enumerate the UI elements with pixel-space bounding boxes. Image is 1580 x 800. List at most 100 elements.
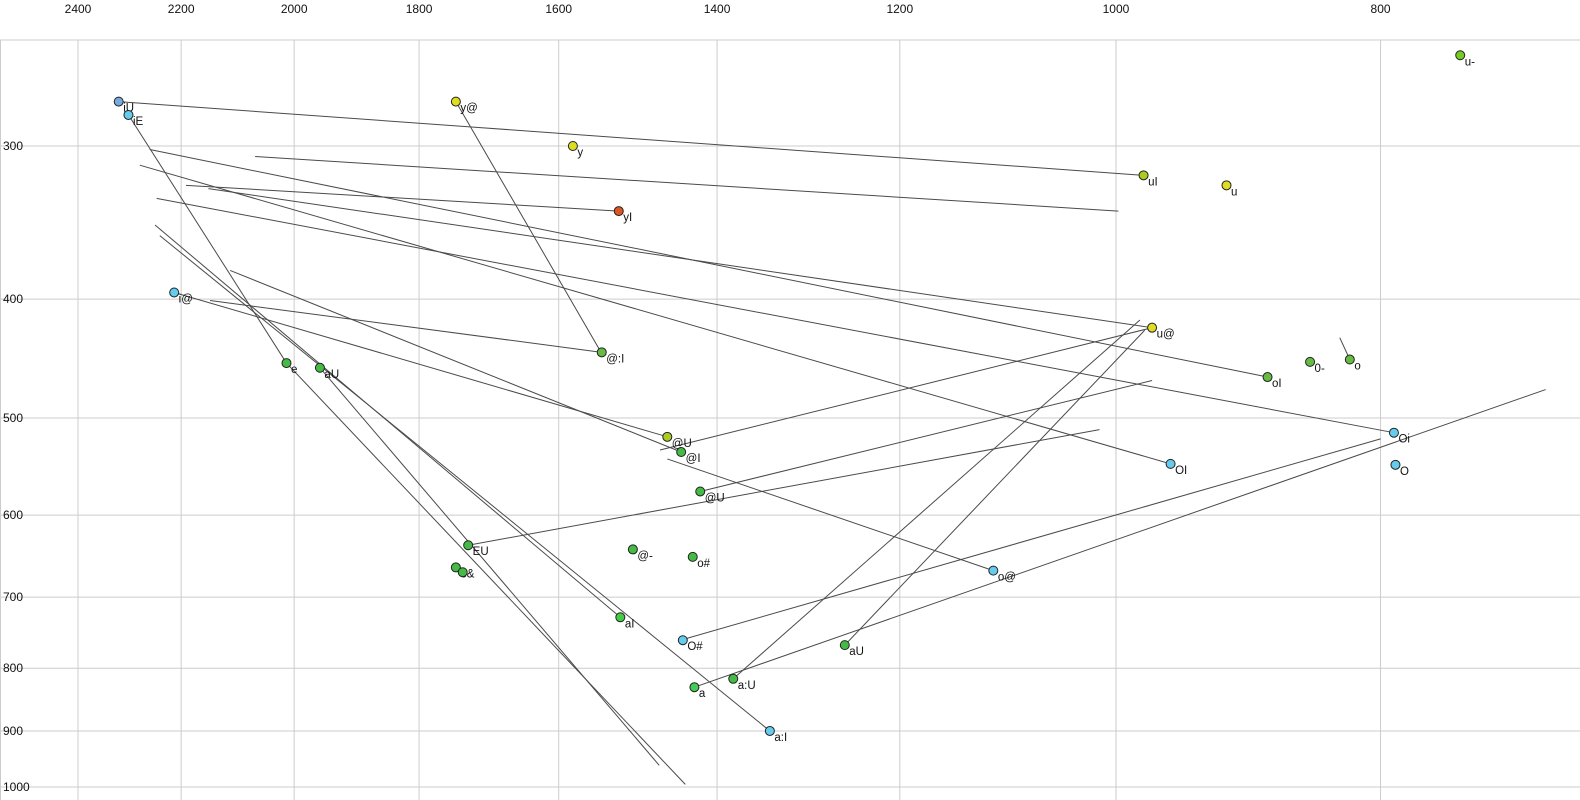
vowel-point-label: aU <box>324 369 339 381</box>
vowel-point-label: a:I <box>774 732 787 744</box>
vowel-point-label: oI <box>1272 378 1282 390</box>
trajectory-line <box>286 362 686 785</box>
x-tick-label: 1800 <box>406 2 433 16</box>
y-tick-label: 1000 <box>3 780 30 794</box>
trajectory-line <box>667 458 994 572</box>
trajectory-line <box>844 329 1146 646</box>
vowel-point-label: aU <box>849 646 864 658</box>
vowel-point-label: y <box>577 147 583 159</box>
trajectory-line <box>208 188 1153 329</box>
vowel-point-label: Oi <box>1398 434 1410 446</box>
vowel-point-label: @:I <box>606 353 624 365</box>
vowel-point[interactable] <box>1138 170 1149 181</box>
trajectory-line <box>159 235 771 732</box>
vowel-point[interactable] <box>457 567 468 578</box>
trajectory-line <box>455 101 603 354</box>
trajectory-line <box>255 156 1119 212</box>
vowel-point-label: iE <box>133 116 144 128</box>
trajectory-line <box>229 269 682 453</box>
vowel-point-label: O# <box>687 641 703 653</box>
vowel-point-label: a <box>699 688 706 700</box>
vowel-point-label: yI <box>623 212 632 224</box>
vowel-point[interactable] <box>1262 372 1273 383</box>
vowel-point-label: e <box>291 364 297 376</box>
vowel-point[interactable] <box>1165 458 1176 469</box>
vowel-point-label: u <box>1231 186 1237 198</box>
trajectory-line <box>185 184 619 212</box>
vowel-point[interactable] <box>1388 427 1399 438</box>
x-tick-label: 1600 <box>545 2 572 16</box>
vowel-point[interactable] <box>450 562 461 573</box>
y-tick-label: 700 <box>3 590 23 604</box>
y-tick-label: 600 <box>3 508 23 522</box>
trajectory-line <box>732 319 1141 680</box>
vowel-point-label: O <box>1400 466 1409 478</box>
vowel-point[interactable] <box>695 486 706 497</box>
vowel-point[interactable] <box>1390 459 1401 470</box>
vowel-point[interactable] <box>676 447 687 458</box>
vowel-point[interactable] <box>281 358 292 369</box>
trajectory-line <box>128 114 287 364</box>
vowel-point-label: o# <box>697 558 710 570</box>
trajectory-line <box>659 327 1153 451</box>
vowel-point-label: a:U <box>738 680 756 692</box>
trajectory-line <box>319 367 660 766</box>
x-tick-label: 1000 <box>1103 2 1130 16</box>
vowel-point[interactable] <box>596 347 607 358</box>
vowel-point-label: uI <box>1148 176 1158 188</box>
vowel-point[interactable] <box>764 725 775 736</box>
vowel-point[interactable] <box>988 565 999 576</box>
vowel-point[interactable] <box>123 109 134 120</box>
vowel-point-label: @U <box>705 492 725 504</box>
vowel-point-label: @U <box>672 438 692 450</box>
vowel-point[interactable] <box>1305 356 1316 367</box>
vowel-point-label: o@ <box>998 572 1016 584</box>
vowel-point[interactable] <box>615 612 626 623</box>
x-tick-label: 800 <box>1371 2 1391 16</box>
vowel-point[interactable] <box>839 640 850 651</box>
vowel-point[interactable] <box>662 431 673 442</box>
y-tick-label: 500 <box>3 411 23 425</box>
vowel-point-label: i@ <box>179 293 193 305</box>
vowel-point[interactable] <box>314 362 325 373</box>
trajectory-line <box>694 389 1546 688</box>
vowel-point[interactable] <box>1455 50 1466 61</box>
vowel-point[interactable] <box>450 96 461 107</box>
vowel-point-label: 0- <box>1315 363 1325 375</box>
vowel-point-label: o <box>1354 361 1360 373</box>
y-tick-label: 900 <box>3 724 23 738</box>
x-tick-label: 1200 <box>886 2 913 16</box>
vowel-point[interactable] <box>169 287 180 298</box>
trajectory-line <box>139 164 1171 465</box>
trajectory-line <box>149 149 1268 378</box>
vowel-point[interactable] <box>1221 180 1232 191</box>
vowel-point[interactable] <box>728 673 739 684</box>
vowel-point[interactable] <box>627 544 638 555</box>
vowel-point[interactable] <box>613 206 624 217</box>
x-tick-label: 1400 <box>704 2 731 16</box>
trajectory-line <box>210 300 602 353</box>
vowel-point[interactable] <box>567 141 578 151</box>
vowel-point-label: EU <box>473 546 489 558</box>
y-tick-label: 800 <box>3 661 23 675</box>
vowel-point-label: iU <box>123 103 134 115</box>
x-tick-label: 2400 <box>65 2 92 16</box>
vowel-point-label: aI <box>625 618 635 630</box>
vowel-point-label: @- <box>637 550 653 562</box>
vowel-point-label: OI <box>1175 465 1187 477</box>
trajectory-line <box>700 380 1153 492</box>
trajectory-line <box>682 438 1381 641</box>
vowel-point[interactable] <box>113 96 124 107</box>
vowel-point-label: u- <box>1465 56 1475 68</box>
vowel-point[interactable] <box>677 635 688 646</box>
trajectory-line <box>468 429 1100 546</box>
trajectory-line <box>156 197 1395 434</box>
vowel-point[interactable] <box>1344 354 1355 365</box>
vowel-point[interactable] <box>1147 322 1158 333</box>
vowel-point[interactable] <box>687 551 698 562</box>
vowel-point[interactable] <box>689 682 700 693</box>
vowel-point[interactable] <box>463 540 474 551</box>
